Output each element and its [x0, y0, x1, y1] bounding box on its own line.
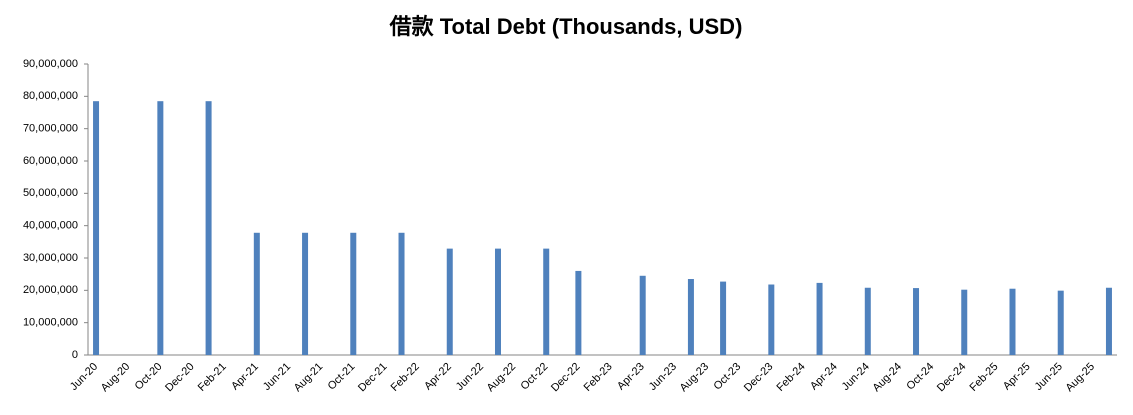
x-tick-label: Jun-20	[68, 361, 100, 393]
x-tick-label: Aug-23	[678, 361, 712, 395]
bar	[93, 101, 100, 355]
bar	[398, 232, 405, 355]
x-tick-label: Oct-20	[133, 361, 165, 393]
y-tick-label: 80,000,000	[23, 90, 78, 102]
x-tick-label: Aug-21	[292, 361, 326, 395]
bar	[961, 289, 968, 355]
x-tick-label: Feb-21	[196, 361, 229, 394]
y-tick-label: 70,000,000	[23, 123, 78, 135]
bar	[1057, 290, 1064, 355]
y-tick-label: 40,000,000	[23, 220, 78, 232]
bar	[639, 275, 646, 355]
x-tick-label: Jun-22	[454, 361, 486, 393]
y-tick-label: 60,000,000	[23, 155, 78, 167]
bar	[543, 248, 550, 355]
x-tick-label: Apr-22	[422, 361, 454, 393]
x-tick-label: Aug-24	[871, 361, 905, 395]
x-tick-label: Aug-25	[1063, 361, 1097, 395]
bar	[157, 101, 164, 355]
x-tick-label: Jun-24	[840, 361, 872, 393]
x-tick-label: Dec-20	[163, 361, 197, 395]
bar	[720, 281, 727, 355]
x-tick-label: Aug-20	[99, 361, 133, 395]
bar	[446, 248, 453, 355]
y-tick-label: 0	[72, 349, 78, 361]
bar	[350, 232, 357, 355]
x-tick-label: Aug-22	[485, 361, 519, 395]
bar	[1009, 288, 1016, 355]
x-tick-label: Apr-24	[808, 361, 840, 393]
x-tick-label: Oct-21	[326, 361, 358, 393]
x-tick-label: Jun-25	[1033, 361, 1065, 393]
x-tick-label: Dec-24	[935, 361, 969, 395]
x-tick-label: Dec-21	[356, 361, 390, 395]
bar	[913, 288, 920, 355]
x-tick-label: Jun-21	[261, 361, 293, 393]
x-tick-label: Apr-23	[615, 361, 647, 393]
x-tick-label: Feb-23	[582, 361, 615, 394]
bar	[205, 101, 212, 355]
bar	[1105, 287, 1112, 355]
x-tick-label: Oct-22	[519, 361, 551, 393]
bar	[253, 232, 260, 355]
x-tick-label: Oct-24	[904, 361, 936, 393]
y-tick-label: 50,000,000	[23, 187, 78, 199]
x-tick-label: Feb-22	[389, 361, 422, 394]
y-tick-label: 10,000,000	[23, 317, 78, 329]
bar	[687, 279, 694, 355]
bar	[864, 287, 871, 355]
bar	[575, 270, 582, 355]
y-tick-label: 90,000,000	[23, 58, 78, 70]
x-tick-label: Apr-25	[1001, 361, 1033, 393]
y-tick-label: 30,000,000	[23, 252, 78, 264]
bar	[768, 284, 775, 355]
y-tick-label: 20,000,000	[23, 284, 78, 296]
bar	[494, 248, 501, 355]
x-tick-label: Apr-21	[229, 361, 261, 393]
x-tick-label: Dec-23	[742, 361, 776, 395]
x-tick-label: Jun-23	[647, 361, 679, 393]
x-tick-label: Oct-23	[712, 361, 744, 393]
x-tick-label: Dec-22	[549, 361, 583, 395]
x-tick-label: Feb-25	[967, 361, 1000, 394]
x-tick-label: Feb-24	[775, 361, 808, 394]
bar	[302, 232, 309, 355]
chart-title: 借款 Total Debt (Thousands, USD)	[389, 14, 743, 39]
bar	[816, 282, 823, 355]
